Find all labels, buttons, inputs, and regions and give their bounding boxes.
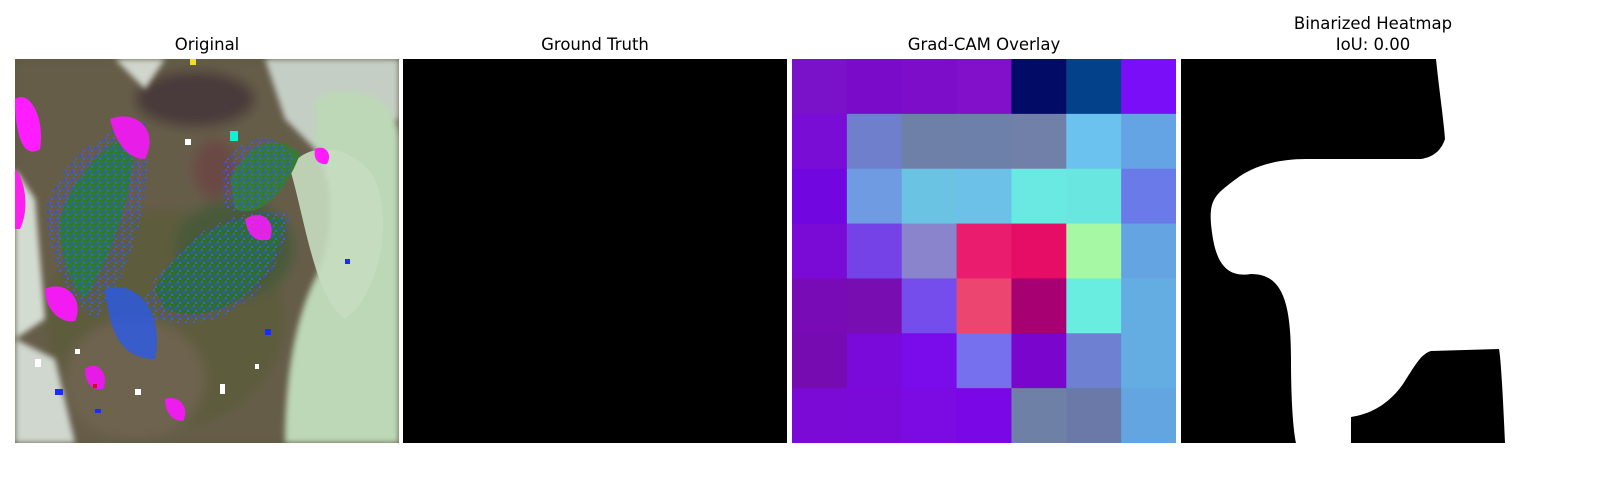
gradcam-cell [1121,113,1176,170]
gradcam-cell [792,168,848,225]
gradcam-cell [1066,168,1122,225]
gradcam-cell [792,388,848,443]
gradcam-cell [1066,388,1122,443]
gradcam-cell [792,278,848,334]
gradcam-cell [792,113,848,170]
panel-binarized: Binarized Heatmap IoU: 0.00 [1181,0,1565,500]
gradcam-cell [956,59,1012,115]
panel-title-original: Original [174,35,240,54]
gradcam-cell [901,278,958,334]
gradcam-cell [1121,388,1176,443]
panel-gradcam: Grad-CAM Overlay [792,0,1176,500]
gradcam-cell [901,333,958,389]
gradcam-cell [792,223,848,279]
gradcam-cell [1066,113,1122,170]
gradcam-cell [1121,223,1176,279]
gradcam-cell [901,168,958,225]
gradcam-cell [846,168,903,225]
gradcam-cell [901,59,958,115]
gradcam-cell [846,223,903,279]
binarized-heatmap [1181,59,1565,443]
gradcam-cell [1121,59,1176,115]
gradcam-cell [846,388,903,443]
gradcam-overlay [792,59,1176,443]
gradcam-cell [792,59,848,115]
gradcam-cell [1011,59,1067,115]
gradcam-cell [1011,223,1067,279]
gradcam-cell [1066,59,1122,115]
gradcam-cell [956,333,1012,389]
gradcam-cell [1121,333,1176,389]
gradcam-cell [1011,278,1067,334]
gradcam-cell [956,388,1012,443]
gradcam-cell [1121,168,1176,225]
gradcam-cell [1011,168,1067,225]
gradcam-cell [901,113,958,170]
gradcam-cell [956,168,1012,225]
gradcam-cell [956,278,1012,334]
gradcam-cell [846,278,903,334]
gradcam-cell [1011,113,1067,170]
gradcam-cell [792,333,848,389]
panel-subtitle-iou: IoU: 0.00 [1335,35,1411,54]
original-image-drawing [15,59,399,443]
gradcam-cell [901,223,958,279]
gradcam-cell [1011,388,1067,443]
gradcam-grid [792,59,1176,443]
panel-title-binarized: Binarized Heatmap [1293,14,1453,33]
gradcam-cell [901,388,958,443]
panel-title-gradcam: Grad-CAM Overlay [907,35,1061,54]
gradcam-cell [1066,223,1122,279]
ground-truth-mask [403,59,787,443]
panel-title-ground-truth: Ground Truth [541,35,649,54]
binarized-mask-shape [1210,59,1565,443]
gradcam-cell [846,59,903,115]
gradcam-cell [1121,278,1176,334]
gradcam-cell [846,113,903,170]
gradcam-cell [956,223,1012,279]
gradcam-cell [846,333,903,389]
gradcam-cell [956,113,1012,170]
gradcam-cell [1066,333,1122,389]
original-image [15,59,399,443]
gradcam-cell [1066,278,1122,334]
panel-original: Original [15,0,399,500]
gradcam-cell [1011,333,1067,389]
panel-ground-truth: Ground Truth [403,0,787,500]
